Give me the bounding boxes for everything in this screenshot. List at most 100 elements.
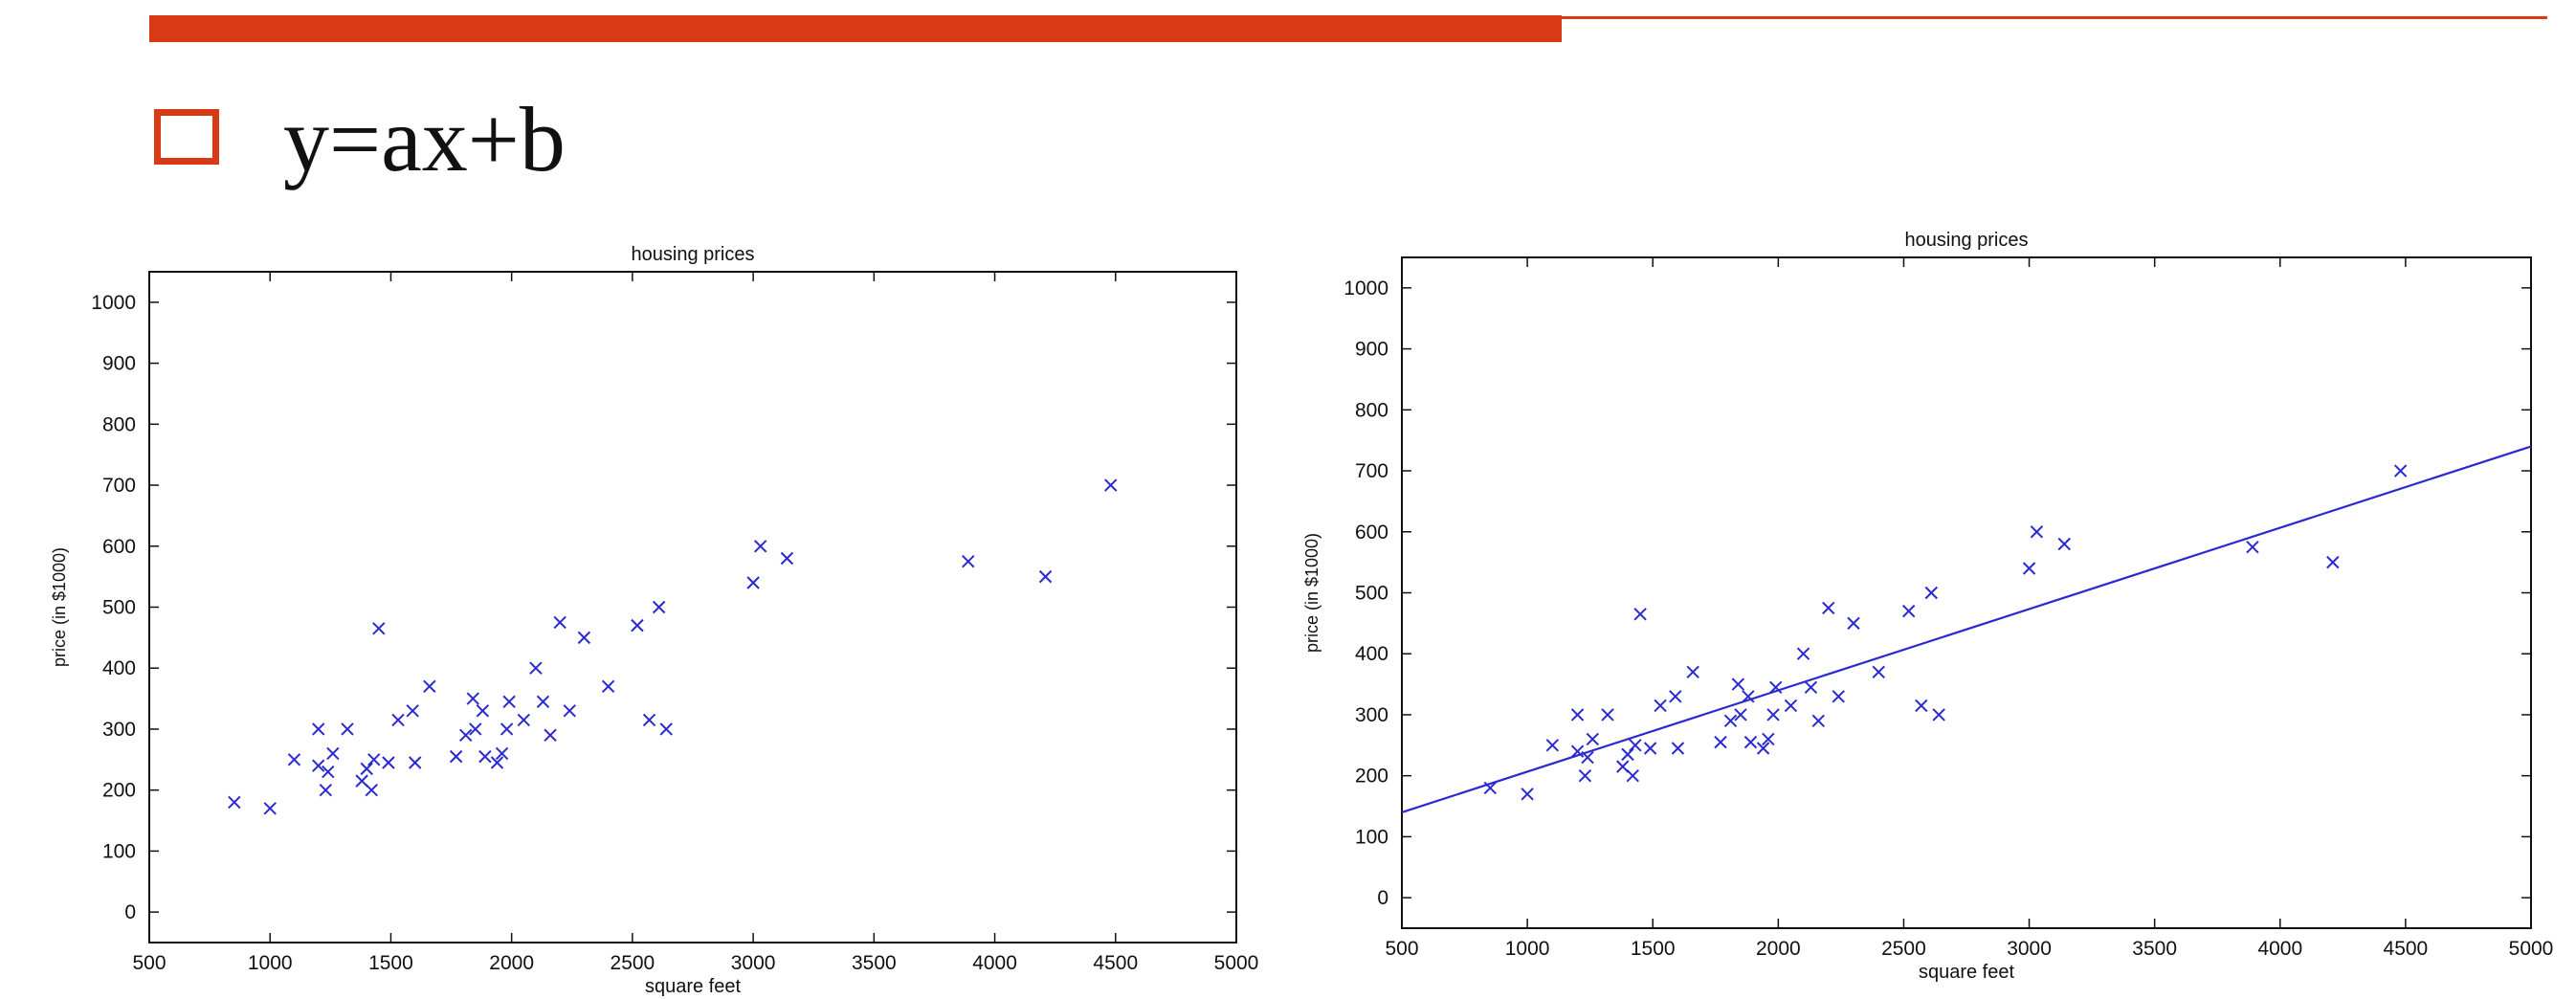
y-tick-label-c0: 0 [124,901,136,923]
data-point-x-marker-c1 [2246,540,2259,554]
data-point-x-marker-c0 [319,783,332,797]
x-tick-label-c1: 4000 [2257,938,2302,960]
data-point-x-marker-c0 [228,795,241,810]
data-point-x-marker-c0 [263,802,277,815]
data-point-x-marker-c0 [642,713,656,727]
data-point-x-marker-c1 [1686,665,1699,679]
data-point-x-marker-c1 [1915,699,1928,713]
y-tick-label-c0: 300 [102,719,136,741]
data-point-x-marker-c1 [2057,537,2071,551]
chart-title-c1: housing prices [1905,230,2029,251]
data-point-x-marker-c1 [1643,742,1657,755]
data-point-x-marker-c0 [458,728,473,743]
x-tick-label-c0: 500 [132,952,166,974]
data-point-x-marker-c0 [753,540,767,553]
y-tick-label-c1: 600 [1355,522,1388,544]
y-tick-label-c1: 1000 [1344,278,1388,300]
x-tick-label-c0: 2500 [611,952,655,974]
data-point-x-marker-c1 [1731,677,1745,691]
data-point-x-marker-c0 [500,722,514,736]
data-point-x-marker-c0 [326,746,340,761]
data-point-x-marker-c0 [780,551,794,566]
data-point-x-marker-c0 [449,749,463,764]
y-tick-label-c0: 600 [102,536,136,558]
x-tick-label-c1: 500 [1385,938,1418,960]
data-point-x-marker-c0 [746,576,760,589]
data-point-x-marker-c0 [360,762,373,776]
data-point-x-marker-c1 [1669,690,1682,703]
x-tick-label-c1: 4500 [2384,938,2429,960]
data-point-x-marker-c0 [322,765,335,779]
data-point-x-marker-c0 [529,661,543,675]
x-tick-label-c0: 5000 [1214,952,1259,974]
slide-heading: y=ax+b [283,88,566,190]
data-point-x-marker-c1 [1811,714,1825,728]
y-tick-label-c0: 500 [102,597,136,619]
data-point-x-marker-c0 [365,783,378,797]
data-point-x-marker-c1 [1570,744,1585,758]
data-point-x-marker-c1 [1570,708,1585,722]
data-point-x-marker-c1 [1742,690,1755,703]
data-point-x-marker-c0 [478,749,492,764]
y-tick-label-c1: 400 [1355,643,1388,665]
x-tick-label-c1: 5000 [2509,938,2554,960]
y-tick-label-c0: 700 [102,475,136,497]
bullet-square-icon [154,109,219,165]
data-point-x-marker-c0 [490,756,504,769]
data-point-x-marker-c0 [495,746,509,761]
data-point-x-marker-c0 [476,704,490,718]
data-point-x-marker-c0 [406,704,419,718]
data-point-x-marker-c0 [553,615,566,630]
data-point-x-marker-c0 [287,753,301,766]
data-point-x-marker-c0 [517,713,530,727]
y-axis-label-c0: price (in $1000) [50,547,69,667]
y-tick-label-c0: 800 [102,413,136,435]
data-point-x-marker-c0 [536,695,550,708]
data-point-x-marker-c0 [341,722,354,736]
y-tick-label-c1: 700 [1355,460,1388,482]
data-point-x-marker-c0 [659,722,673,736]
data-point-x-marker-c1 [1601,708,1614,722]
data-point-x-marker-c0 [1104,478,1118,492]
y-tick-label-c1: 800 [1355,399,1388,421]
data-point-x-marker-c0 [372,622,386,635]
x-tick-label-c1: 3500 [2132,938,2177,960]
y-tick-label-c1: 300 [1355,704,1388,726]
data-point-x-marker-c1 [1586,732,1599,746]
data-point-x-marker-c1 [1822,601,1835,615]
data-point-x-marker-c1 [2393,464,2408,477]
x-tick-label-c1: 2500 [1881,938,1926,960]
chart-title-c0: housing prices [632,244,755,265]
data-point-x-marker-c1 [1924,586,1938,600]
data-point-x-marker-c0 [544,728,557,743]
x-tick-label-c0: 1000 [248,952,293,974]
data-point-x-marker-c1 [1784,699,1798,713]
data-point-x-marker-c0 [469,722,482,736]
title-accent-bar [149,15,1562,42]
title-rule-line [1562,16,2547,19]
data-point-x-marker-c1 [1621,747,1634,762]
data-point-x-marker-c0 [577,631,591,645]
x-tick-label-c0: 4000 [972,952,1017,974]
data-point-x-marker-c1 [1671,742,1685,755]
data-point-x-marker-c1 [1832,690,1845,703]
y-tick-label-c1: 200 [1355,766,1388,788]
data-point-x-marker-c1 [1578,768,1592,783]
data-point-x-marker-c1 [2326,555,2340,569]
y-tick-label-c1: 900 [1355,339,1388,361]
data-point-x-marker-c0 [382,756,395,769]
data-point-x-marker-c1 [1483,781,1498,795]
data-point-x-marker-c0 [1038,569,1053,584]
regression-line-c1 [1401,445,2532,813]
data-point-x-marker-c0 [391,713,405,727]
x-tick-label-c1: 1500 [1631,938,1676,960]
data-point-x-marker-c1 [1581,750,1594,765]
data-point-x-marker-c0 [408,756,422,769]
x-axis-label-c0: square feet [645,976,742,997]
plot-frame-c1 [1401,256,2532,929]
data-point-x-marker-c1 [1872,665,1885,679]
data-point-x-marker-c0 [312,759,325,772]
data-point-x-marker-c1 [1521,788,1534,801]
